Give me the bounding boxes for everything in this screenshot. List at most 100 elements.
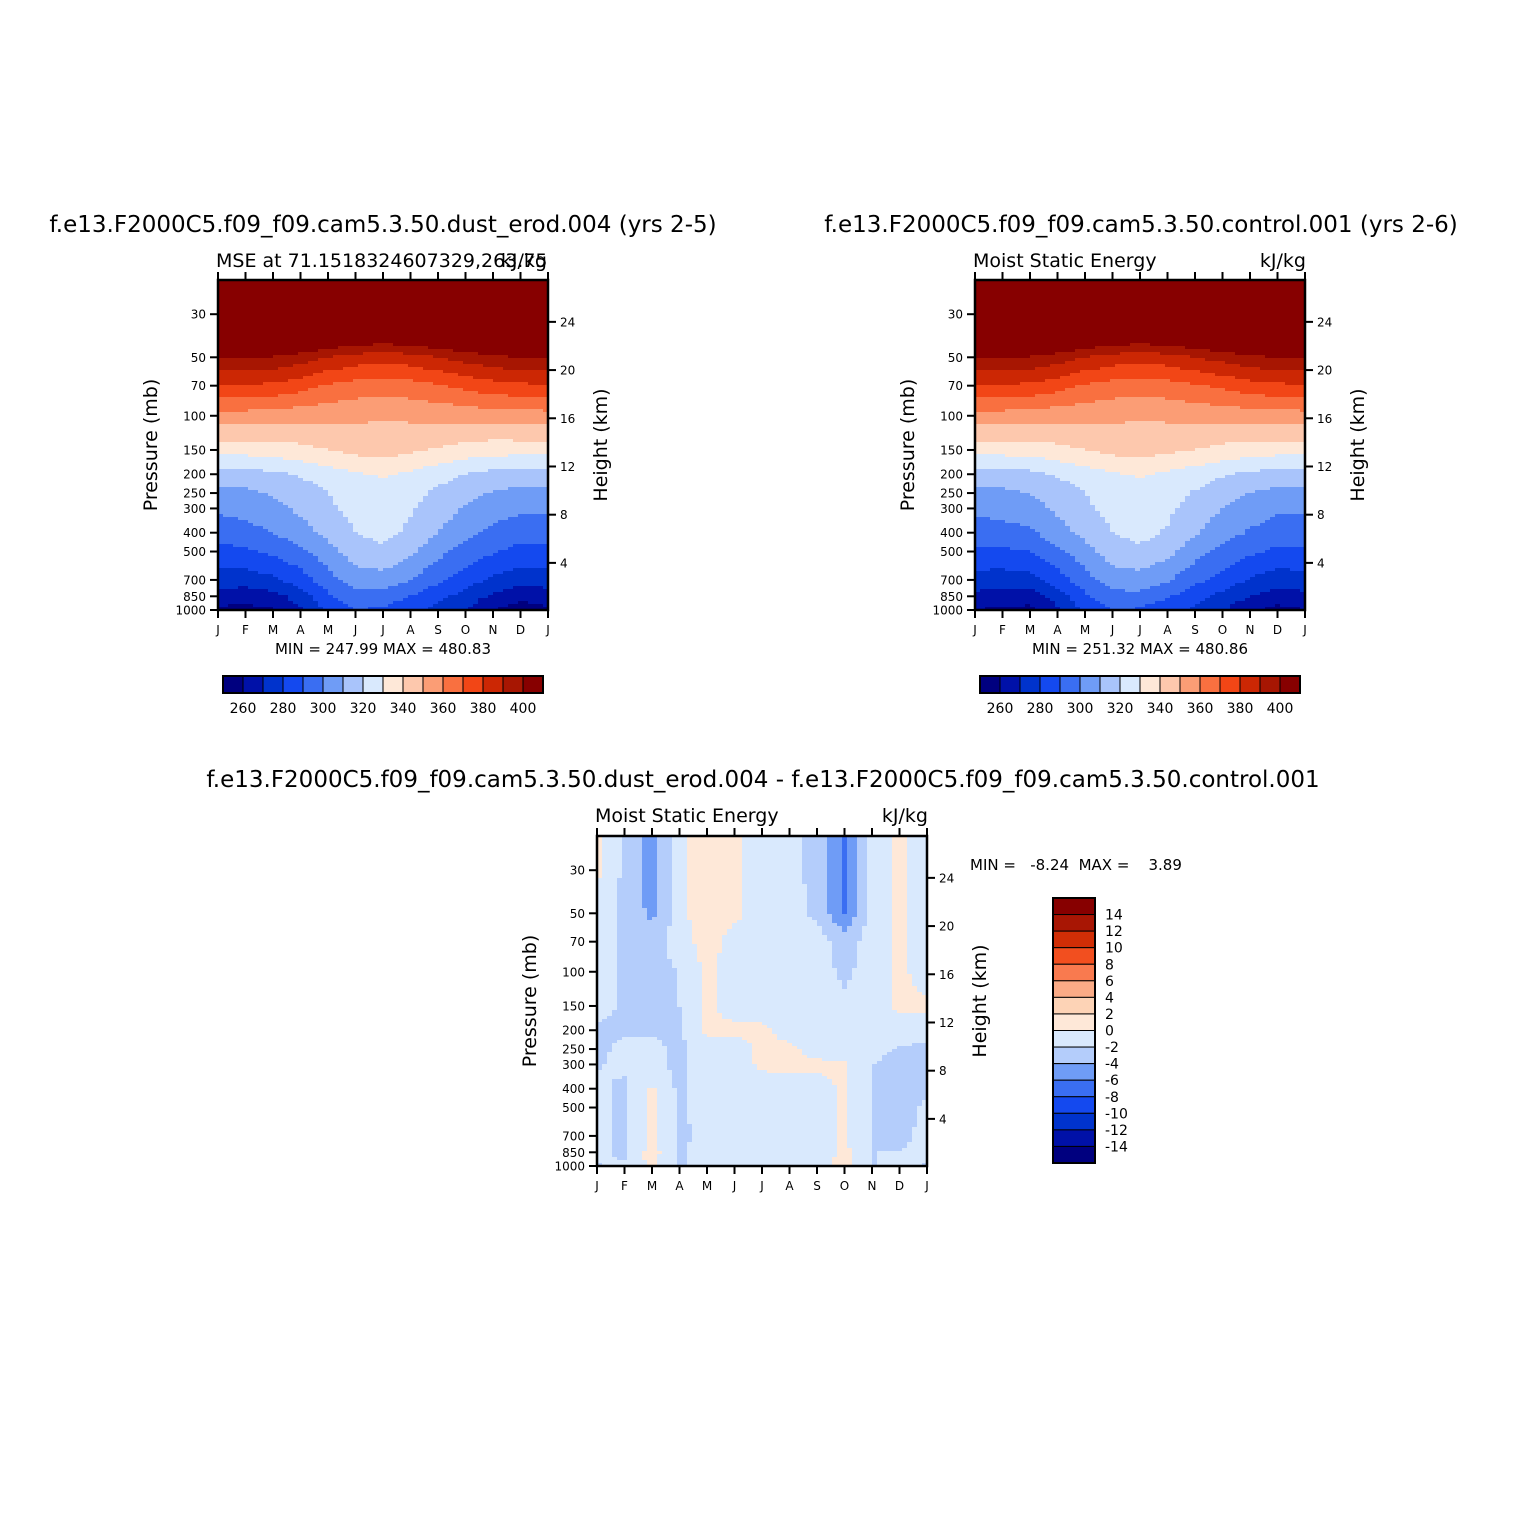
contour-cell <box>732 923 818 927</box>
contour-cell <box>647 1124 658 1128</box>
contour-cell <box>975 361 1066 365</box>
contour-cell <box>687 872 743 876</box>
contour-cell <box>677 1160 688 1164</box>
contour-cell <box>857 860 868 864</box>
contour-cell <box>647 1115 658 1119</box>
contour-cell <box>1100 514 1171 518</box>
contour-cell <box>617 974 678 978</box>
contour-cell <box>238 517 304 521</box>
contour-cell <box>842 884 848 888</box>
contour-cell <box>642 878 658 882</box>
colorbar-swatch <box>222 675 244 694</box>
contour-cell <box>483 493 549 497</box>
contour-cell <box>692 941 723 945</box>
contour-cell <box>1050 583 1076 587</box>
contour-cell <box>892 881 908 885</box>
contour-cell <box>842 836 848 840</box>
contour-cell <box>657 914 673 918</box>
pressure-tick-label: 250 <box>562 1043 585 1057</box>
contour-cell <box>975 328 1306 332</box>
contour-cell <box>862 932 893 936</box>
contour-cell <box>293 508 339 512</box>
contour-cell <box>642 866 658 870</box>
contour-cell <box>627 1127 648 1131</box>
contour-cell <box>847 1094 873 1098</box>
contour-cell <box>842 875 848 879</box>
contour-cell <box>453 547 509 551</box>
contour-cell <box>627 1148 648 1152</box>
contour-cell <box>218 379 289 383</box>
contour-cell <box>975 472 1046 476</box>
contour-cell <box>847 1076 873 1080</box>
contour-cell <box>1005 568 1061 572</box>
contour-cell <box>1170 469 1261 473</box>
contour-cell <box>657 863 673 867</box>
contour-cell <box>413 514 454 518</box>
contour-cell <box>1035 529 1071 533</box>
colorbar-label: 280 <box>270 701 297 717</box>
contour-cell <box>975 583 1051 587</box>
contour-cell <box>907 896 928 900</box>
height-tick-label: 24 <box>1317 315 1332 329</box>
contour-cell <box>453 460 549 464</box>
contour-cell <box>802 1049 893 1053</box>
contour-cell <box>907 848 928 852</box>
contour-cell <box>328 565 359 569</box>
contour-cell <box>428 541 464 545</box>
contour-cell <box>847 851 858 855</box>
contour-cell <box>657 1097 678 1101</box>
contour-cell <box>333 382 434 386</box>
contour-cell <box>1200 370 1306 374</box>
contour-cell <box>343 451 414 455</box>
contour-cell <box>318 484 439 488</box>
contour-cell <box>847 1127 873 1131</box>
contour-cell <box>647 1109 658 1113</box>
contour-cell <box>1235 376 1306 380</box>
contour-cell <box>892 962 908 966</box>
contour-cell <box>453 517 509 521</box>
contour-cell <box>657 1130 678 1134</box>
pressure-tick-label: 1000 <box>554 1160 585 1174</box>
contour-cell <box>612 1148 628 1152</box>
contour-cell <box>597 1073 673 1077</box>
contour-cell <box>742 917 813 921</box>
contour-cell <box>313 580 344 584</box>
contour-cell <box>912 1127 928 1131</box>
contour-cell <box>857 866 868 870</box>
contour-cell <box>218 280 549 284</box>
contour-cell <box>687 1082 833 1086</box>
contour-cell <box>313 529 354 533</box>
contour-cell <box>672 842 688 846</box>
contour-cell <box>672 899 688 903</box>
contour-cell <box>218 547 249 551</box>
contour-cell <box>378 541 384 545</box>
contour-cell <box>1225 505 1306 509</box>
contour-cell <box>847 1139 873 1143</box>
contour-cell <box>348 469 414 473</box>
contour-cell <box>1185 568 1226 572</box>
contour-cell <box>975 580 1046 584</box>
pressure-tick-label: 300 <box>940 502 963 516</box>
contour-cell <box>837 923 853 927</box>
contour-cell <box>1070 577 1096 581</box>
contour-cell <box>742 905 808 909</box>
contour-cell <box>448 595 489 599</box>
contour-cell <box>975 475 1056 479</box>
contour-cell <box>837 1100 848 1104</box>
contour-cell <box>832 941 858 945</box>
contour-cell <box>852 1157 873 1161</box>
contour-cell <box>218 502 284 506</box>
contour-cell <box>802 845 828 849</box>
contour-cell <box>872 1154 878 1158</box>
contour-cell <box>687 1094 838 1098</box>
colorbar-label: -10 <box>1105 1106 1128 1122</box>
contour-cell <box>857 941 893 945</box>
contour-cell <box>687 899 743 903</box>
contour-cell <box>408 421 549 425</box>
contour-cell <box>1235 499 1306 503</box>
contour-cell <box>647 1091 658 1095</box>
panel1-min-max: MIN = 247.99 MAX = 480.83 <box>275 640 491 658</box>
contour-cell <box>597 1022 683 1026</box>
contour-cell <box>657 842 673 846</box>
contour-cell <box>677 992 703 996</box>
